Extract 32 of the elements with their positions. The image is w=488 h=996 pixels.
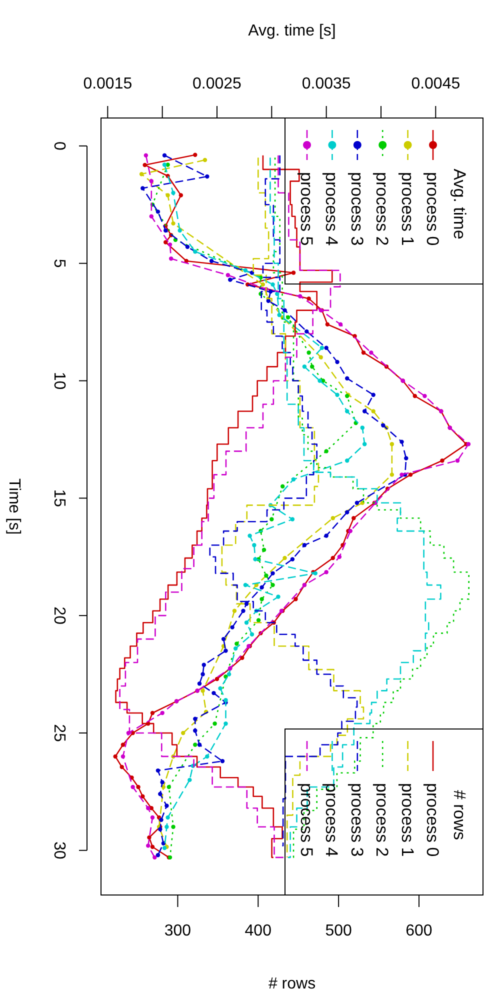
y-tick-label: 20 [50,606,68,625]
legend-label: process 3 [347,783,366,857]
legend-label: process 4 [322,172,342,246]
legend-label: process 1 [398,783,417,857]
y-tick-label: 10 [50,372,68,390]
legend-title: Avg. time [450,168,470,240]
annotation: # rows [450,790,470,840]
y-tick-label: 30 [50,841,68,860]
legend-label: process 4 [322,783,342,857]
x2-tick-label: 0.0025 [192,76,242,93]
x-axis-title: # rows [268,976,316,993]
x-tick-label: 300 [164,922,192,940]
legend-label: process 5 [297,172,316,246]
x-tick-label: 600 [406,922,432,940]
legend-label: process 5 [297,783,316,857]
legend-label: process 0 [423,172,442,246]
y-tick-label: 5 [50,258,68,268]
y-tick-label: 0 [50,141,68,150]
x2-tick-label: 0.0045 [411,76,460,93]
legend-label: process 2 [372,172,392,246]
x2-tick-label: 0.0035 [302,76,351,93]
legend-label: process 1 [398,172,417,246]
y-tick-label: 15 [50,489,68,508]
x-tick-label: 400 [244,922,272,940]
y-axis-title: Time [s] [5,478,22,535]
x2-axis-title: Avg. time [s] [248,22,336,40]
legend-label: process 2 [372,783,392,857]
y-tick-label: 25 [50,724,68,742]
legend-label: process 0 [423,783,442,857]
x-tick-label: 500 [325,922,352,940]
legend-label: process 3 [347,172,366,246]
x2-tick-label: 0.0015 [83,76,132,93]
